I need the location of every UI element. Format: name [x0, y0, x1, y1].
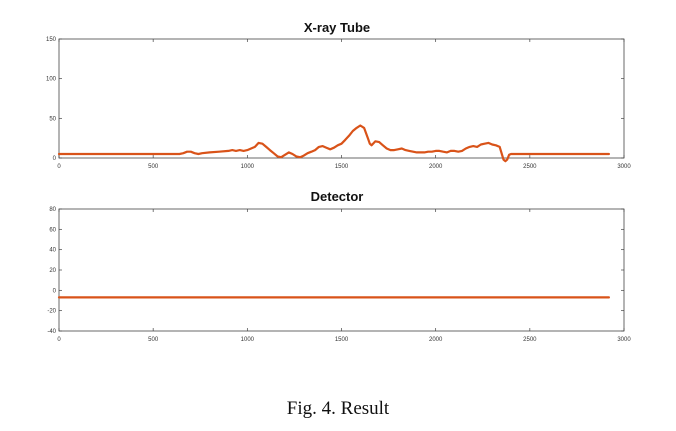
- x-tick-label: 3000: [617, 337, 631, 343]
- x-tick-label: 1500: [335, 164, 349, 170]
- y-tick-label: 50: [49, 116, 56, 122]
- y-tick-label: -40: [47, 329, 56, 335]
- series-line: [57, 124, 611, 163]
- y-tick-label: 0: [53, 288, 57, 294]
- x-tick-label: 0: [57, 164, 61, 170]
- chart-xray-tube: X-ray Tube 0 500 1000 1500 2000 2500 3000 0 50 10…: [46, 20, 631, 170]
- y-tick-label: 80: [49, 207, 56, 213]
- x-tick-label: 3000: [617, 164, 631, 170]
- y-tick-label: 20: [49, 268, 56, 274]
- figure-caption: Fig. 4. Result: [286, 398, 390, 419]
- chart-title: X-ray Tube: [304, 20, 370, 35]
- x-tick-label: 0: [57, 337, 61, 343]
- y-tick-label: 100: [46, 77, 57, 83]
- chart-title: Detector: [311, 189, 364, 204]
- x-tick-label: 2500: [523, 164, 537, 170]
- x-tick-label: 2000: [429, 164, 443, 170]
- x-tick-label: 1000: [241, 164, 255, 170]
- y-tick-label: 150: [46, 37, 57, 43]
- y-tick-label: -20: [47, 309, 56, 315]
- x-tick-label: 2500: [523, 337, 537, 343]
- chart-detector: Detector 0 500 1000 1500 2000 2500 3000 -40 -20 0…: [47, 189, 631, 343]
- x-tick-label: 1000: [241, 337, 255, 343]
- y-tick-label: 40: [49, 248, 56, 254]
- axes-box: [58, 38, 625, 159]
- x-tick-label: 500: [148, 337, 159, 343]
- x-tick-label: 1500: [335, 337, 349, 343]
- axes-box: [58, 208, 625, 332]
- y-tick-label: 60: [49, 227, 56, 233]
- y-tick-label: 0: [53, 156, 57, 162]
- x-tick-label: 2000: [429, 337, 443, 343]
- x-tick-label: 500: [148, 164, 159, 170]
